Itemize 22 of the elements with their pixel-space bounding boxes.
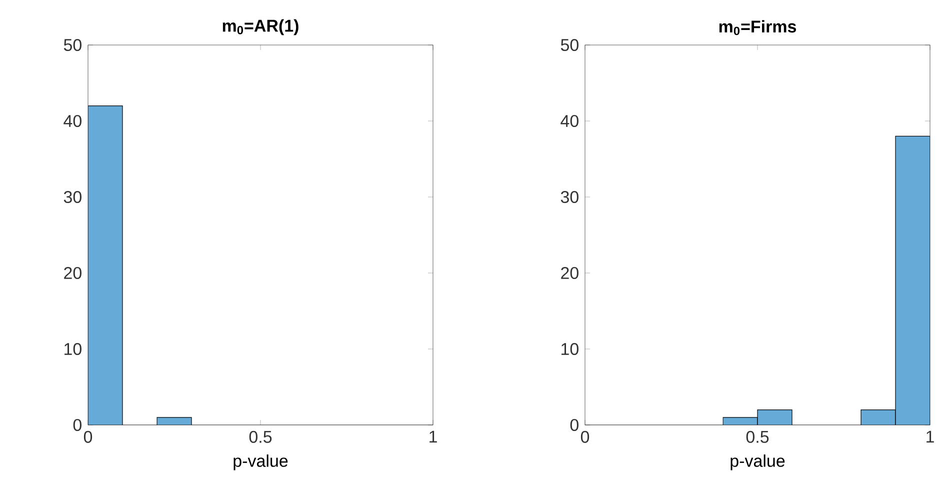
x-axis-title: p-value [730,454,785,470]
x-tick-label: 0.5 [746,430,769,443]
x-tick-label: 0 [580,430,590,443]
x-tick-label: 1 [430,430,437,443]
y-tick-label: 10 [64,342,82,356]
y-tick-label: 40 [560,114,578,128]
y-tick-label: 30 [64,190,82,204]
x-tick-label: 0.5 [249,430,272,443]
y-tick-label: 30 [560,190,578,204]
y-tick-label: 50 [560,38,578,52]
x-tick-label: 1 [926,430,934,443]
y-tick-label: 40 [64,114,82,128]
chart-title: m$_{0}$=AR(1) [222,19,298,36]
chart-title: m$_{0}$=Firms [719,20,796,36]
y-tick-label: 20 [64,266,82,280]
y-tick-label: 50 [64,38,82,52]
y-tick-label: 0 [570,418,578,432]
x-axis-title: p-value [234,454,288,470]
x-tick-label: 0 [84,430,92,443]
y-tick-label: 20 [561,266,578,280]
y-tick-label: 0 [73,418,82,432]
y-tick-label: 10 [562,342,578,356]
